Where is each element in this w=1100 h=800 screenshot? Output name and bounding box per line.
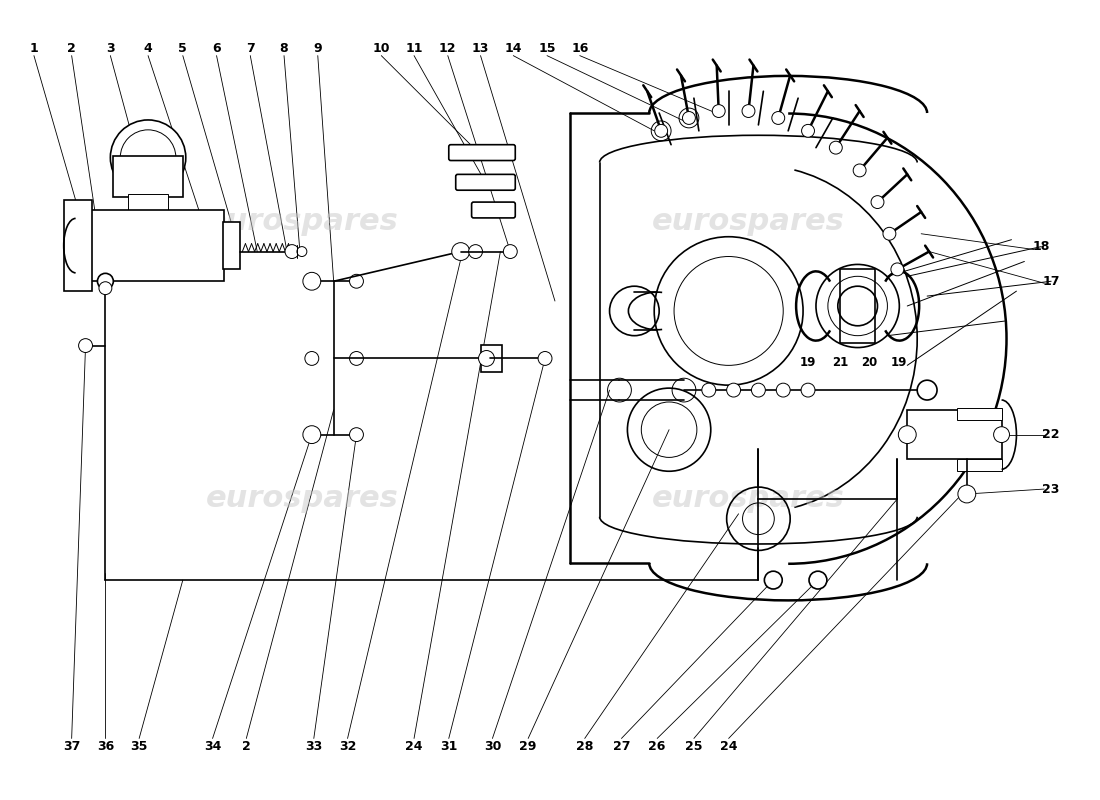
- Text: 13: 13: [472, 42, 490, 55]
- Text: 2: 2: [67, 42, 76, 55]
- Circle shape: [777, 383, 790, 397]
- Text: 17: 17: [1043, 274, 1060, 288]
- Text: 30: 30: [484, 740, 502, 753]
- Circle shape: [993, 426, 1010, 442]
- Text: 20: 20: [861, 356, 878, 369]
- Circle shape: [452, 242, 470, 261]
- Circle shape: [504, 245, 517, 258]
- Text: 15: 15: [538, 42, 556, 55]
- Text: 29: 29: [519, 740, 537, 753]
- Text: 23: 23: [1043, 482, 1060, 495]
- Text: 6: 6: [212, 42, 221, 55]
- Circle shape: [808, 571, 827, 589]
- Text: 14: 14: [505, 42, 522, 55]
- Circle shape: [917, 380, 937, 400]
- Circle shape: [110, 120, 186, 195]
- Text: 7: 7: [246, 42, 255, 55]
- FancyBboxPatch shape: [472, 202, 515, 218]
- Text: 34: 34: [204, 740, 221, 753]
- Circle shape: [772, 111, 784, 125]
- Circle shape: [713, 105, 725, 118]
- Circle shape: [702, 383, 716, 397]
- Text: 32: 32: [339, 740, 356, 753]
- Text: 19: 19: [800, 356, 816, 369]
- Text: 33: 33: [305, 740, 322, 753]
- Text: 16: 16: [571, 42, 588, 55]
- Circle shape: [958, 485, 976, 503]
- Bar: [86, 210, 224, 282]
- Circle shape: [285, 245, 299, 258]
- Circle shape: [751, 383, 766, 397]
- Circle shape: [829, 142, 843, 154]
- Circle shape: [682, 111, 695, 125]
- Bar: [957, 459, 1002, 471]
- Bar: [113, 155, 183, 197]
- Circle shape: [802, 125, 814, 138]
- Circle shape: [654, 125, 668, 138]
- Circle shape: [764, 571, 782, 589]
- Text: 12: 12: [439, 42, 456, 55]
- Text: 24: 24: [405, 740, 422, 753]
- Circle shape: [305, 351, 319, 366]
- FancyBboxPatch shape: [449, 145, 515, 161]
- Circle shape: [899, 426, 916, 443]
- Text: 8: 8: [279, 42, 288, 55]
- Text: 9: 9: [314, 42, 322, 55]
- Circle shape: [891, 263, 904, 276]
- Text: 1: 1: [30, 42, 38, 55]
- Text: 5: 5: [178, 42, 187, 55]
- Text: 19: 19: [891, 356, 908, 369]
- Bar: [222, 222, 241, 270]
- Circle shape: [538, 351, 552, 366]
- Text: 37: 37: [63, 740, 80, 753]
- Text: 26: 26: [649, 740, 666, 753]
- Bar: [129, 194, 168, 214]
- Bar: [839, 270, 875, 342]
- Circle shape: [469, 245, 483, 258]
- Circle shape: [350, 428, 363, 442]
- Circle shape: [478, 350, 494, 366]
- Circle shape: [350, 274, 363, 288]
- Circle shape: [302, 426, 321, 443]
- Text: 22: 22: [1043, 428, 1060, 441]
- Text: eurospares: eurospares: [652, 485, 845, 514]
- Text: eurospares: eurospares: [206, 485, 398, 514]
- Text: eurospares: eurospares: [652, 207, 845, 236]
- Circle shape: [854, 164, 866, 177]
- Circle shape: [302, 272, 321, 290]
- Text: 35: 35: [131, 740, 147, 753]
- Circle shape: [871, 196, 884, 209]
- Bar: [481, 345, 503, 372]
- Text: 21: 21: [832, 356, 848, 369]
- Circle shape: [727, 383, 740, 397]
- Text: 27: 27: [613, 740, 630, 753]
- Text: 4: 4: [144, 42, 153, 55]
- Text: 11: 11: [405, 42, 422, 55]
- Text: 2: 2: [242, 740, 251, 753]
- Circle shape: [78, 338, 92, 353]
- Circle shape: [801, 383, 815, 397]
- Text: 10: 10: [373, 42, 390, 55]
- Circle shape: [883, 227, 895, 240]
- Circle shape: [98, 274, 113, 289]
- Circle shape: [99, 282, 112, 294]
- Text: 24: 24: [719, 740, 737, 753]
- Circle shape: [350, 351, 363, 366]
- Text: 3: 3: [106, 42, 114, 55]
- Text: 31: 31: [440, 740, 458, 753]
- Bar: [64, 200, 91, 291]
- Text: eurospares: eurospares: [206, 207, 398, 236]
- Text: 18: 18: [1033, 240, 1049, 253]
- Bar: [957, 408, 1002, 420]
- FancyBboxPatch shape: [455, 174, 515, 190]
- Text: 36: 36: [97, 740, 114, 753]
- Bar: [908, 410, 1002, 459]
- Circle shape: [742, 105, 755, 118]
- Circle shape: [297, 246, 307, 257]
- Text: 28: 28: [576, 740, 593, 753]
- Text: 25: 25: [685, 740, 703, 753]
- Circle shape: [120, 130, 176, 186]
